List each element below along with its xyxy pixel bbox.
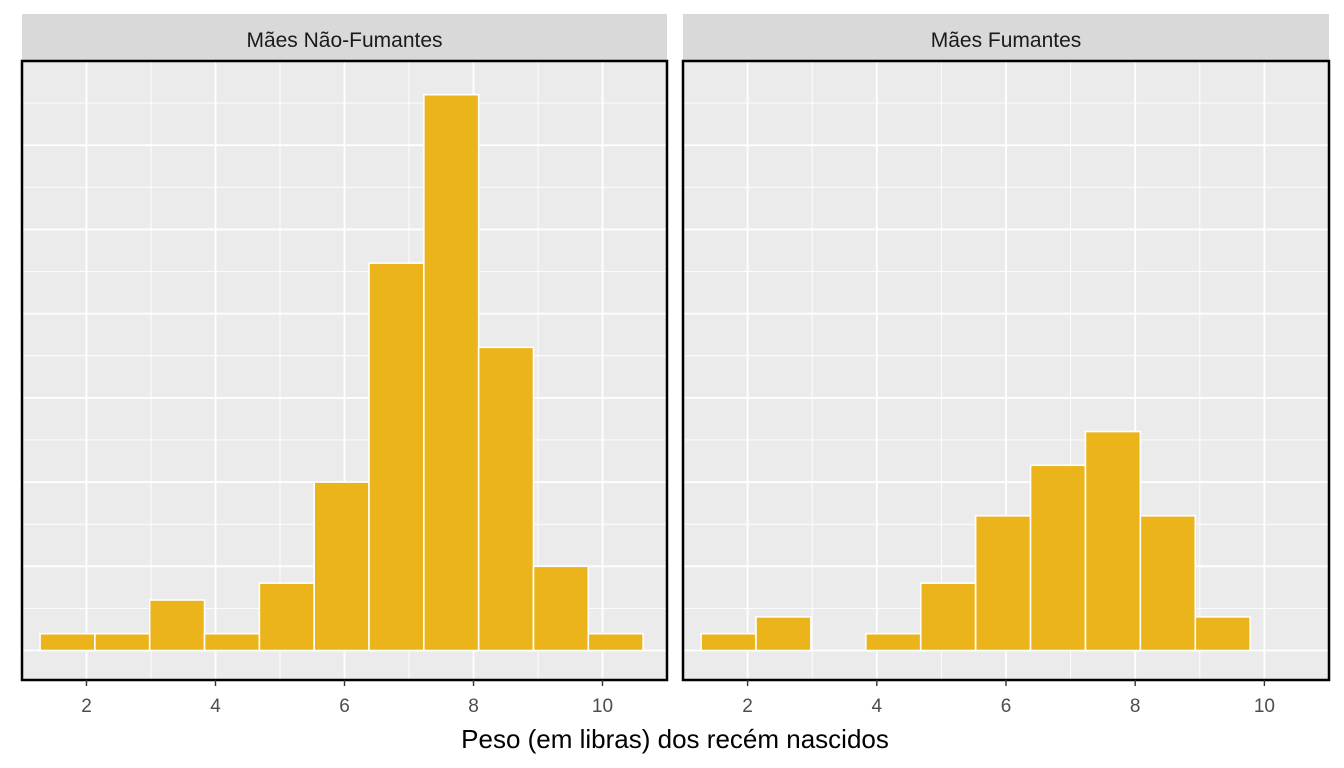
histogram-bar bbox=[587, 632, 644, 652]
x-tick-label: 6 bbox=[1001, 696, 1012, 717]
x-tick-label: 2 bbox=[81, 696, 92, 717]
x-tick-label: 10 bbox=[592, 696, 613, 717]
histogram-bar bbox=[865, 632, 922, 652]
x-tick-label: 4 bbox=[210, 696, 221, 717]
facet-strip bbox=[22, 14, 667, 61]
histogram-bar bbox=[919, 582, 977, 652]
facet-strip-label: Mães Fumantes bbox=[931, 29, 1082, 52]
x-tick-label: 8 bbox=[468, 696, 479, 717]
histogram-bar bbox=[423, 93, 480, 652]
facet-strip bbox=[683, 14, 1329, 61]
histogram-bar bbox=[477, 346, 535, 652]
facet-strip-label: Mães Não-Fumantes bbox=[246, 29, 442, 52]
histogram-bar bbox=[94, 632, 151, 652]
histogram-bar bbox=[755, 616, 812, 652]
histogram-bar bbox=[148, 599, 206, 652]
x-tick-label: 8 bbox=[1130, 696, 1141, 717]
histogram-bar bbox=[532, 565, 590, 652]
x-tick-label: 4 bbox=[872, 696, 883, 717]
histogram-bar bbox=[974, 514, 1032, 652]
x-tick-label: 10 bbox=[1254, 696, 1275, 717]
histogram-bar bbox=[1139, 514, 1197, 652]
histogram-bar bbox=[368, 262, 425, 652]
histogram-bar bbox=[258, 582, 315, 652]
histogram-bar bbox=[1029, 464, 1087, 652]
histogram-bar bbox=[203, 632, 261, 652]
histogram-bar bbox=[700, 632, 757, 652]
x-tick-label: 6 bbox=[339, 696, 350, 717]
histogram-bar bbox=[1084, 430, 1142, 652]
histogram-bar bbox=[313, 481, 370, 652]
x-axis-title: Peso (em libras) dos recém nascidos bbox=[461, 724, 889, 754]
facet-panel-fumantes: Mães Fumantes 2 4 6 8 10 bbox=[681, 14, 1331, 717]
facet-panel-nao-fumantes: Mães Não-Fumantes 2 4 6 8 10 bbox=[20, 14, 669, 717]
histogram-bar bbox=[1194, 616, 1251, 652]
x-tick-label: 2 bbox=[742, 696, 753, 717]
histogram-bar bbox=[39, 632, 96, 652]
